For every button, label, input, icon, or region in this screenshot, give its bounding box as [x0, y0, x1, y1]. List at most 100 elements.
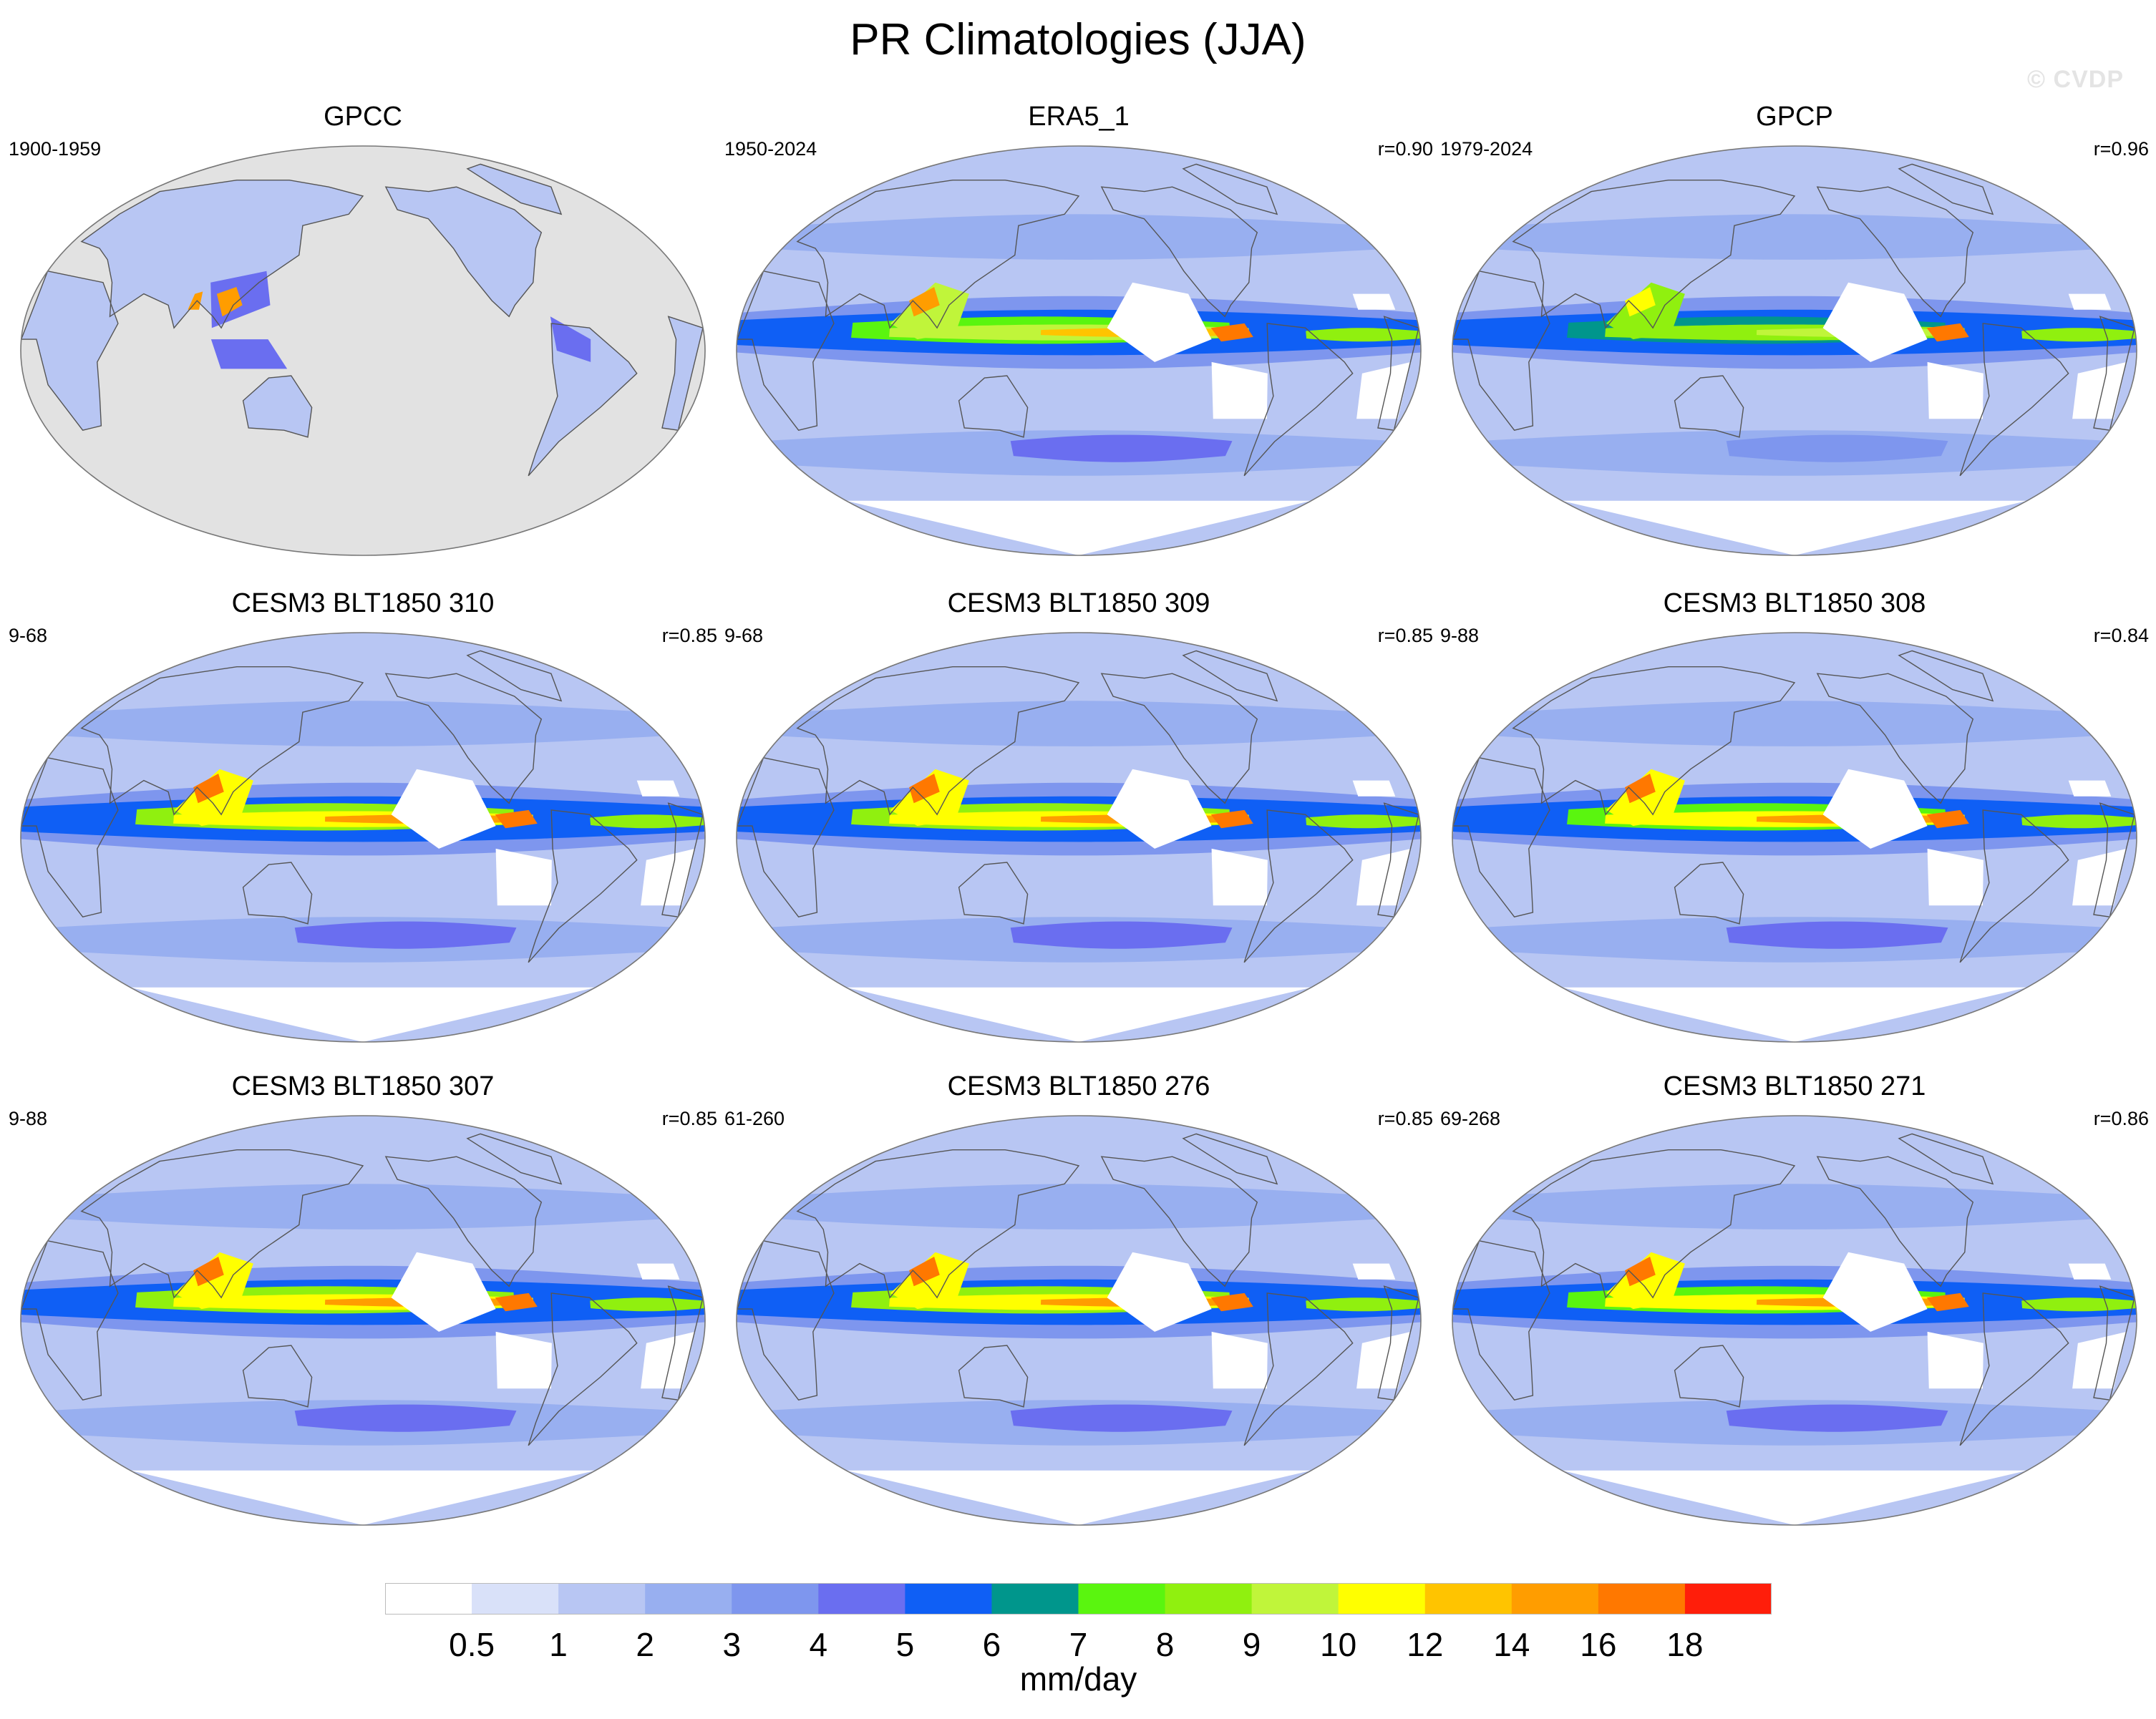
map-border: [1452, 145, 2137, 556]
colorbar-swatch: [1165, 1583, 1253, 1615]
panel-title: CESM3 BLT1850 310: [231, 588, 495, 618]
dry-subtropics-1: [495, 1331, 552, 1389]
dry-subtropics-1: [1211, 848, 1268, 906]
coastline-1: [1243, 809, 1354, 963]
precip-map: [1452, 145, 2137, 556]
colorbar-swatch: [1684, 1583, 1772, 1615]
panel-correlation: r=0.85: [1377, 1108, 1433, 1129]
dry-subtropics-1: [1211, 1331, 1268, 1389]
precip-contour-11: [495, 809, 538, 829]
precip-contour-8: [590, 1297, 705, 1312]
figure-title: PR Climatologies (JJA): [850, 15, 1306, 64]
coastline-2: [796, 1149, 1080, 1299]
colorbar-swatch: [1251, 1583, 1339, 1615]
coastline-6: [1898, 163, 1994, 215]
map-border: [20, 632, 706, 1043]
panel-correlation: r=0.96: [2093, 138, 2149, 160]
coastline-2: [796, 666, 1080, 816]
colorbar-tick-label: 6: [982, 1626, 1001, 1663]
dry-subtropics-3: [1352, 780, 1396, 797]
colorbar-tick-label: 18: [1666, 1626, 1704, 1663]
precip-contour-9: [890, 282, 969, 340]
panel-title: GPCC: [324, 102, 402, 132]
dry-subtropics-2: [1356, 361, 1411, 419]
coastline-2: [80, 666, 364, 816]
precip-contour-2: [1010, 434, 1233, 462]
coastline-2: [1512, 180, 1796, 329]
panel-period: 1950-2024: [724, 138, 817, 160]
dry-subtropics-0: [1107, 1252, 1212, 1332]
land-precip-wet: [210, 339, 288, 369]
panel-title: CESM3 BLT1850 307: [231, 1071, 495, 1101]
coastline-4: [1452, 1240, 1550, 1401]
land-precip: [662, 316, 703, 431]
colorbar-swatch: [645, 1583, 732, 1615]
precip-contour-2: [1726, 921, 1948, 949]
colorbar-swatch: [1511, 1583, 1599, 1615]
coastline-4: [1452, 756, 1550, 917]
panel-correlation: r=0.86: [2093, 1108, 2149, 1129]
land-precip: [385, 187, 542, 317]
antarctica-dry: [846, 1470, 1311, 1525]
colorbar-swatch: [385, 1583, 472, 1615]
land-precip: [467, 164, 562, 215]
map-panel: ERA5_1 1950-2024 r=0.90: [724, 100, 1433, 558]
map-panel: CESM3 BLT1850 308 9-88 r=0.84: [1440, 587, 2149, 1045]
precip-contour-10: [909, 1257, 940, 1287]
colorbar-swatch: [558, 1583, 646, 1615]
coastline-4: [737, 270, 835, 431]
dry-subtropics-1: [1927, 848, 1983, 906]
antarctica-dry: [846, 500, 1311, 555]
precip-contour-2: [1010, 1404, 1233, 1432]
dry-subtropics-2: [1356, 1331, 1411, 1389]
coastline-4: [737, 1240, 835, 1401]
coastline-4: [21, 756, 119, 917]
dry-subtropics-0: [1822, 769, 1928, 849]
panel-correlation: r=0.85: [661, 1108, 717, 1129]
precip-contour-11: [1926, 323, 1969, 342]
dry-subtropics-2: [641, 848, 695, 906]
panel-period: 1900-1959: [9, 138, 102, 160]
dry-subtropics-0: [1822, 282, 1928, 362]
coastline-0: [1100, 673, 1258, 804]
precip-contour-2: [1726, 1404, 1948, 1432]
panel-correlation: r=0.84: [2093, 625, 2149, 646]
colorbar-swatch: [472, 1583, 559, 1615]
map-border: [1452, 632, 2137, 1043]
dry-subtropics-2: [1356, 848, 1411, 906]
precip-contour-9: [890, 769, 969, 827]
dry-subtropics-3: [2068, 780, 2112, 797]
map-border: [736, 145, 1422, 556]
colorbar-tick-label: 1: [549, 1626, 568, 1663]
coastline-2: [1512, 1149, 1796, 1299]
map-panel: CESM3 BLT1850 309 9-68 r=0.85: [724, 587, 1433, 1045]
coastline-1: [1959, 323, 2069, 477]
precip-contour-0: [1497, 214, 2092, 260]
precip-contour-8: [1306, 328, 1421, 342]
precip-contour-9: [1606, 769, 1685, 827]
coastline-5: [958, 862, 1029, 925]
precip-contour-9: [174, 769, 253, 827]
coastline-6: [466, 650, 563, 702]
dry-subtropics-3: [1352, 1263, 1396, 1280]
precip-contour-2: [1010, 921, 1233, 949]
map-panel: CESM3 BLT1850 310 9-68 r=0.85: [9, 587, 717, 1045]
precip-contour-0: [781, 214, 1376, 260]
panel-period: 9-88: [9, 1108, 48, 1129]
precip-contour-9: [174, 1252, 253, 1310]
panel-title: GPCP: [1756, 102, 1833, 132]
colorbar-tick-label: 0.5: [449, 1626, 495, 1663]
coastline-1: [1243, 1292, 1354, 1446]
colorbar-tick-label: 10: [1320, 1626, 1357, 1663]
coastline-6: [1182, 650, 1278, 702]
precip-contour-11: [1210, 323, 1253, 342]
precip-contour-9: [1606, 1252, 1685, 1310]
land-precip-wet: [550, 316, 591, 362]
map-panel: GPCC 1900-1959: [9, 100, 717, 558]
watermark: © CVDP: [2027, 66, 2124, 93]
dry-subtropics-0: [1107, 769, 1212, 849]
coastline-5: [242, 375, 313, 438]
map-border: [736, 1115, 1422, 1526]
precip-contour-11: [1210, 809, 1253, 829]
precip-contour-8: [1306, 814, 1421, 829]
